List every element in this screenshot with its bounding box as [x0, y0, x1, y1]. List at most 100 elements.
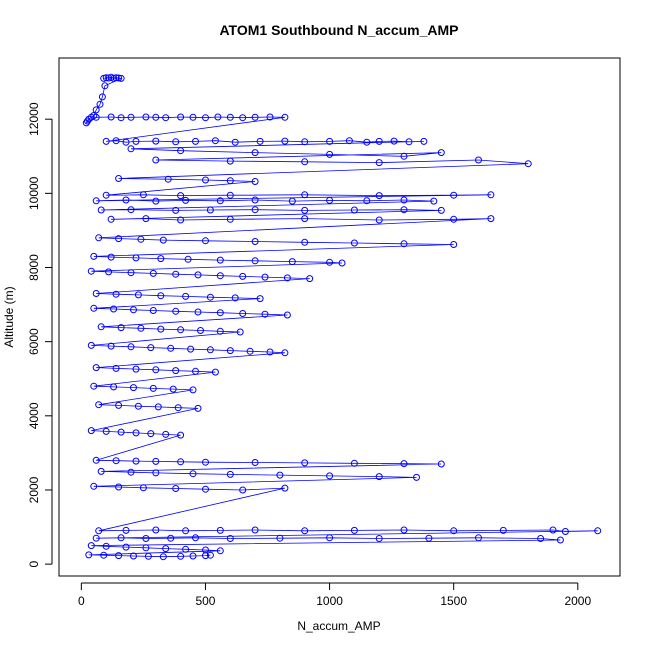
- data-point: [326, 472, 334, 480]
- data-point: [98, 93, 106, 101]
- x-tick-label: 500: [195, 594, 215, 608]
- data-point: [177, 113, 185, 121]
- data-point: [117, 74, 125, 82]
- data-point: [159, 236, 167, 244]
- data-point: [350, 206, 358, 214]
- data-point: [97, 467, 105, 475]
- data-point: [112, 74, 120, 82]
- y-tick-label: 10000: [27, 176, 41, 210]
- data-point: [226, 113, 234, 121]
- data-point: [127, 468, 135, 476]
- data-point: [301, 527, 309, 535]
- data-point: [197, 327, 204, 334]
- data-point: [390, 137, 398, 145]
- chart-title: ATOM1 Southbound N_accum_AMP: [219, 22, 458, 38]
- data-point: [152, 156, 160, 164]
- data-point: [206, 293, 214, 301]
- data-point: [499, 526, 507, 534]
- data-point: [192, 137, 199, 145]
- data-point: [375, 216, 383, 224]
- data-point: [122, 526, 130, 534]
- data-point: [487, 191, 495, 199]
- data-point: [288, 258, 296, 266]
- data-point: [211, 368, 219, 376]
- data-point: [174, 404, 182, 412]
- data-point: [177, 192, 185, 200]
- data-point: [102, 427, 110, 435]
- data-point: [400, 206, 408, 214]
- data-point: [102, 74, 110, 82]
- data-point: [487, 215, 495, 223]
- data-point: [132, 457, 140, 465]
- data-point: [239, 310, 247, 317]
- data-point: [142, 544, 150, 552]
- data-point: [130, 384, 137, 392]
- data-point: [107, 253, 115, 261]
- data-point: [350, 239, 358, 247]
- data-point: [149, 269, 157, 277]
- data-point: [226, 535, 234, 542]
- data-point: [90, 482, 98, 490]
- data-point: [266, 113, 274, 121]
- data-point: [142, 113, 150, 121]
- data-point: [132, 254, 140, 262]
- data-point: [115, 552, 123, 560]
- data-point: [132, 365, 140, 373]
- data-point: [326, 196, 334, 204]
- x-tick-label: 1000: [316, 594, 343, 608]
- data-point: [177, 458, 185, 466]
- data-point: [202, 485, 209, 493]
- data-point: [202, 237, 209, 245]
- data-point: [261, 273, 269, 281]
- plot-frame: [58, 57, 621, 577]
- data-point: [152, 457, 160, 465]
- data-point: [117, 534, 125, 542]
- y-tick-label: 6000: [27, 328, 41, 355]
- data-point: [97, 206, 105, 214]
- data-point: [549, 526, 557, 534]
- data-point: [475, 156, 482, 164]
- data-point: [189, 552, 197, 560]
- data-point: [177, 326, 185, 334]
- data-point: [162, 545, 170, 553]
- x-axis: 0 500 1000 1500 2000: [78, 582, 591, 608]
- data-point: [283, 274, 291, 282]
- data-point: [216, 547, 224, 555]
- data-point: [82, 119, 90, 127]
- y-tick-label: 12000: [27, 102, 41, 136]
- data-point: [142, 215, 150, 223]
- data-point: [400, 152, 408, 160]
- data-point: [84, 117, 91, 125]
- data-point: [92, 197, 100, 205]
- data-point: [149, 307, 157, 314]
- data-point: [85, 551, 93, 559]
- data-point: [172, 270, 180, 278]
- data-point: [164, 175, 172, 183]
- data-point: [154, 403, 162, 411]
- data-point: [326, 137, 334, 145]
- data-point: [301, 238, 309, 246]
- data-point: [345, 137, 353, 145]
- data-point: [92, 106, 100, 114]
- data-point: [363, 138, 371, 146]
- data-point: [95, 401, 103, 409]
- data-point: [167, 344, 175, 352]
- data-point: [95, 234, 103, 242]
- y-tick-label: 0: [27, 560, 41, 567]
- data-point: [350, 526, 358, 534]
- data-point: [206, 346, 214, 354]
- data-point: [92, 364, 100, 372]
- data-point: [375, 137, 383, 145]
- data-point: [102, 542, 110, 550]
- data-point: [326, 258, 334, 266]
- data-point: [450, 241, 458, 248]
- data-point: [115, 175, 123, 182]
- data-point: [288, 197, 296, 205]
- data-point: [226, 215, 234, 223]
- data-point: [167, 534, 175, 542]
- data-point: [301, 191, 309, 199]
- data-point: [107, 215, 115, 223]
- data-point: [338, 259, 346, 267]
- data-point: [87, 267, 95, 275]
- data-point: [182, 292, 190, 300]
